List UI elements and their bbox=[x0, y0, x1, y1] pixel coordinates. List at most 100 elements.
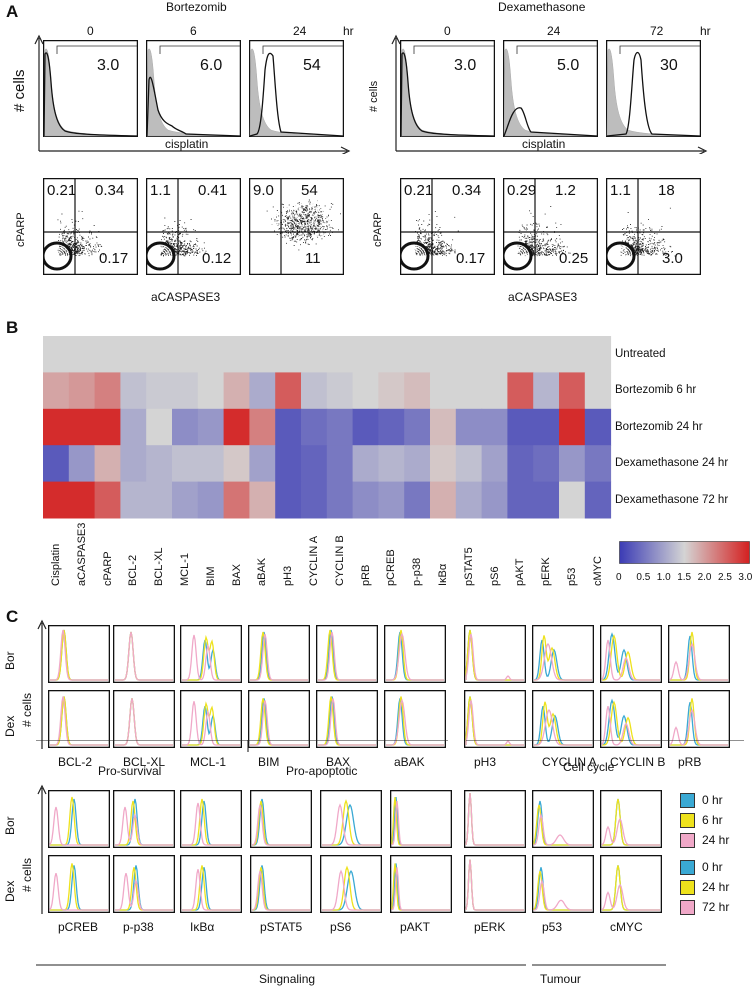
histogram-curve bbox=[322, 803, 380, 846]
bortezomib-title: Bortezomib bbox=[166, 0, 227, 14]
c-bottom-bor-hist-4 bbox=[320, 790, 382, 848]
heatmap-cell bbox=[507, 372, 534, 410]
heatmap-cell bbox=[223, 336, 250, 373]
c-top-marker-label: aBAK bbox=[394, 755, 425, 769]
c-bottom-bor-hist-1 bbox=[113, 790, 175, 848]
heatmap-cell bbox=[146, 445, 173, 483]
histogram-curve bbox=[601, 883, 660, 911]
c-bottom-dex-hist-6 bbox=[464, 855, 526, 913]
c-bottom-marker-label: p-p38 bbox=[123, 920, 154, 934]
heatmap-col-label: IκBα bbox=[437, 563, 449, 586]
c-bottom-bor-hist-2 bbox=[180, 790, 242, 848]
heatmap-cell bbox=[455, 372, 483, 410]
heatmap-col-label: aCASPASE3 bbox=[75, 522, 88, 586]
c-bottom-marker-label: p53 bbox=[542, 920, 563, 934]
dexamethasone-hist-value-2: 30 bbox=[660, 57, 678, 74]
heatmap-cell bbox=[94, 408, 121, 446]
heatmap-cell bbox=[430, 445, 457, 483]
bortezomib-histogram-0 bbox=[43, 40, 138, 137]
heatmap-cell bbox=[584, 336, 612, 373]
group-label: Singnaling bbox=[259, 972, 316, 986]
histogram-curve bbox=[669, 708, 728, 746]
heatmap-cell bbox=[404, 372, 431, 410]
c-top-bor-hist-1 bbox=[113, 625, 175, 683]
heatmap-cell bbox=[275, 481, 302, 519]
dexamethasone-time-2: 72 bbox=[650, 24, 664, 38]
heatmap-cell bbox=[326, 372, 354, 410]
dexamethasone-dot-ylabel: cPARP bbox=[372, 212, 384, 247]
c-ylabel: # cells bbox=[20, 857, 34, 892]
heatmap-cell bbox=[352, 445, 379, 483]
c-yaxis-1 bbox=[37, 784, 47, 914]
heatmap-col-label: pSTAT5 bbox=[462, 547, 475, 586]
dexamethasone-time-0: 0 bbox=[444, 24, 451, 38]
group-label: Pro-survival bbox=[98, 764, 162, 778]
c-top-bor-hist-6 bbox=[464, 625, 526, 683]
heatmap-cell bbox=[430, 336, 457, 373]
dexamethasone-time-1: 24 bbox=[547, 24, 561, 38]
heatmap-cell bbox=[326, 336, 354, 373]
colorbar-tick: 1.0 bbox=[656, 572, 671, 583]
heatmap-cell bbox=[120, 408, 147, 446]
dexamethasone-dot-xlabel: aCASPASE3 bbox=[508, 290, 578, 304]
bortezomib-dotplot-1 bbox=[146, 178, 241, 275]
histogram-curve bbox=[182, 634, 240, 681]
colorbar-tick: 0 bbox=[616, 572, 622, 583]
c-bottom-bor-hist-8 bbox=[600, 790, 662, 848]
legend-swatch bbox=[680, 860, 695, 875]
histogram-curve bbox=[250, 700, 308, 746]
heatmap-cell bbox=[507, 481, 534, 519]
heatmap-cell bbox=[326, 481, 354, 519]
histogram-curve bbox=[49, 806, 108, 846]
c-top-dex-hist-4 bbox=[316, 690, 378, 748]
dexamethasone-hist-ylabel: # cells bbox=[368, 80, 380, 112]
heatmap-cell bbox=[94, 372, 121, 410]
bortezomib-quad-ul-1: 1.1 bbox=[150, 182, 171, 199]
heatmap-cell bbox=[275, 372, 302, 410]
c-bottom-bor-hist-6 bbox=[464, 790, 526, 848]
dexamethasone-title: Dexamethasone bbox=[498, 0, 586, 14]
dexamethasone-unit: hr bbox=[700, 24, 711, 38]
histogram-curve bbox=[182, 869, 240, 911]
heatmap-row-label: Untreated bbox=[615, 348, 666, 360]
colorbar-tick: 3.0 bbox=[738, 572, 753, 583]
colorbar-tick: 0.5 bbox=[636, 572, 651, 583]
bortezomib-dot-ylabel: cPARP bbox=[15, 212, 27, 247]
bortezomib-quad-ur-0: 0.34 bbox=[95, 182, 125, 199]
histogram-curve bbox=[391, 867, 450, 911]
heatmap-cell bbox=[43, 408, 70, 446]
heatmap-cell bbox=[68, 372, 96, 410]
heatmap-col-label: p-p38 bbox=[411, 557, 424, 586]
bortezomib-quad-ul-2: 9.0 bbox=[253, 182, 274, 199]
bortezomib-unit: hr bbox=[343, 24, 354, 38]
c-top-bor-hist-3 bbox=[248, 625, 310, 683]
histogram-curve bbox=[318, 631, 376, 681]
heatmap-cell bbox=[533, 445, 560, 483]
heatmap-cell bbox=[404, 336, 431, 373]
heatmap-cell bbox=[94, 336, 121, 373]
c-top-bor-hist-4 bbox=[316, 625, 378, 683]
bortezomib-quad-lr-0: 0.17 bbox=[99, 250, 129, 267]
legend-swatch bbox=[680, 833, 695, 848]
bortezomib-quad-ur-1: 0.41 bbox=[198, 182, 228, 199]
histogram-curve bbox=[50, 629, 108, 681]
heatmap-cell bbox=[455, 408, 483, 446]
heatmap-row-label: Bortezomib 6 hr bbox=[615, 384, 697, 397]
legend-label: 0 hr bbox=[702, 860, 723, 874]
heatmap-cell bbox=[197, 408, 225, 446]
heatmap-cell bbox=[481, 336, 508, 373]
heatmap-cell bbox=[481, 372, 508, 410]
dexamethasone-dotplot-0 bbox=[400, 178, 495, 275]
c-bottom-dex-hist-1 bbox=[113, 855, 175, 913]
colorbar-tick: 1.5 bbox=[677, 572, 692, 583]
c-bottom-marker-label: IκBα bbox=[190, 920, 215, 934]
dexamethasone-hist-value-1: 5.0 bbox=[557, 57, 580, 74]
bortezomib-dot-xlabel: aCASPASE3 bbox=[151, 290, 221, 304]
dexamethasone-quad-ur-2: 18 bbox=[658, 182, 675, 199]
c-bottom-dex-hist-8 bbox=[600, 855, 662, 913]
heatmap-cell bbox=[378, 445, 405, 483]
heatmap-cell bbox=[352, 336, 379, 373]
c-top-dex-hist-3 bbox=[248, 690, 310, 748]
histogram-curve bbox=[115, 806, 173, 846]
dexamethasone-histogram-2 bbox=[606, 40, 701, 137]
